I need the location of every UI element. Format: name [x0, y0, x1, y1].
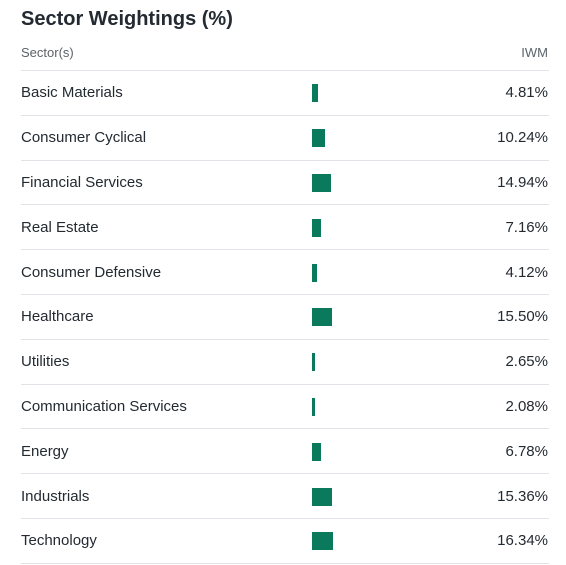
divider — [21, 70, 549, 71]
divider — [21, 249, 549, 251]
weight-value: 10.24% — [497, 129, 548, 147]
weight-bar — [312, 84, 319, 103]
weight-value: 4.12% — [505, 263, 548, 281]
divider — [21, 562, 549, 564]
weight-bar — [312, 263, 318, 282]
weight-value: 14.94% — [497, 174, 548, 191]
sector-name: Energy — [21, 442, 69, 460]
column-header: Sector(s) — [21, 45, 74, 60]
sector-name: Utilities — [21, 353, 70, 371]
sector-name: Financial Services — [21, 174, 143, 191]
title: Sector Weightings (%) — [21, 8, 233, 30]
weight-bar — [312, 487, 332, 506]
divider — [21, 338, 549, 340]
sector-name: Consumer Cyclical — [21, 129, 147, 147]
weight-value: 2.65% — [505, 353, 548, 371]
sector-name: Real Estate — [21, 218, 99, 236]
divider — [21, 294, 549, 295]
divider — [21, 428, 549, 430]
weight-bar — [312, 353, 316, 372]
divider — [21, 114, 549, 116]
weight-value: 2.08% — [505, 398, 548, 415]
weight-value: 15.50% — [497, 308, 548, 326]
sector-name: Communication Services — [21, 398, 187, 415]
weight-bar — [312, 308, 333, 327]
divider — [21, 473, 549, 475]
weight-bar — [312, 129, 326, 148]
weight-value: 4.81% — [505, 84, 548, 102]
weight-bar — [312, 442, 321, 461]
weight-value: 16.34% — [497, 532, 548, 550]
weight-bar — [312, 532, 334, 551]
weight-bar — [312, 398, 315, 416]
sector-name: Consumer Defensive — [21, 263, 162, 281]
weight-bar — [312, 218, 322, 237]
weight-value: 7.16% — [505, 218, 548, 236]
weight-value: 15.36% — [497, 487, 548, 505]
divider — [21, 518, 549, 519]
sector-name: Healthcare — [21, 308, 94, 326]
divider — [21, 159, 549, 161]
weight-bar — [312, 174, 332, 192]
sector-name: Technology — [21, 532, 97, 550]
sector-name: Industrials — [21, 487, 90, 505]
divider — [21, 204, 549, 206]
column-header: IWM — [521, 45, 548, 60]
weight-value: 6.78% — [505, 442, 548, 460]
sector-name: Basic Materials — [21, 84, 123, 102]
divider — [21, 383, 549, 385]
